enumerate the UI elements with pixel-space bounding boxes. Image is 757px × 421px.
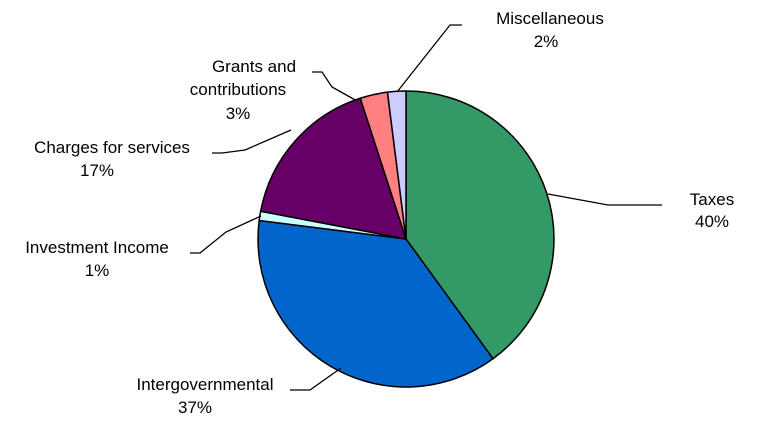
slice-percent-grants: 3% [226,104,251,123]
leader-line-miscellaneous [396,24,462,93]
leader-line-investment-income [190,215,262,254]
leader-line-charges-for-services [212,129,292,154]
leader-lines [190,24,662,391]
slice-label-grants-line1: Grants and [212,57,296,76]
slice-percent-miscellaneous: 2% [534,32,559,51]
pie-slice-taxes [405,90,555,360]
slice-percent-investment-income: 1% [85,261,110,280]
leader-line-intergovernmental [290,367,342,391]
slice-percent-charges-for-services: 17% [80,161,114,180]
pie-slices [257,90,555,388]
pie-slice-charges-for-services [259,97,407,240]
slice-label-charges-for-services: Charges for services [34,138,190,157]
slice-label-taxes: Taxes [690,190,734,209]
slice-label-intergovernmental: Intergovernmental [136,375,273,394]
pie-slice-miscellaneous [386,90,407,240]
leader-line-grants [312,71,358,102]
pie-slice-intergovernmental [257,219,494,388]
slice-percent-intergovernmental: 37% [178,398,212,417]
slice-label-investment-income: Investment Income [25,238,169,257]
slice-label-miscellaneous: Miscellaneous [496,9,604,28]
slice-label-grants-line2: contributions [190,80,286,99]
slice-name-taxes: Taxes [690,190,734,209]
slice-percent-taxes: 40% [695,212,729,231]
leader-line-taxes [547,193,662,206]
